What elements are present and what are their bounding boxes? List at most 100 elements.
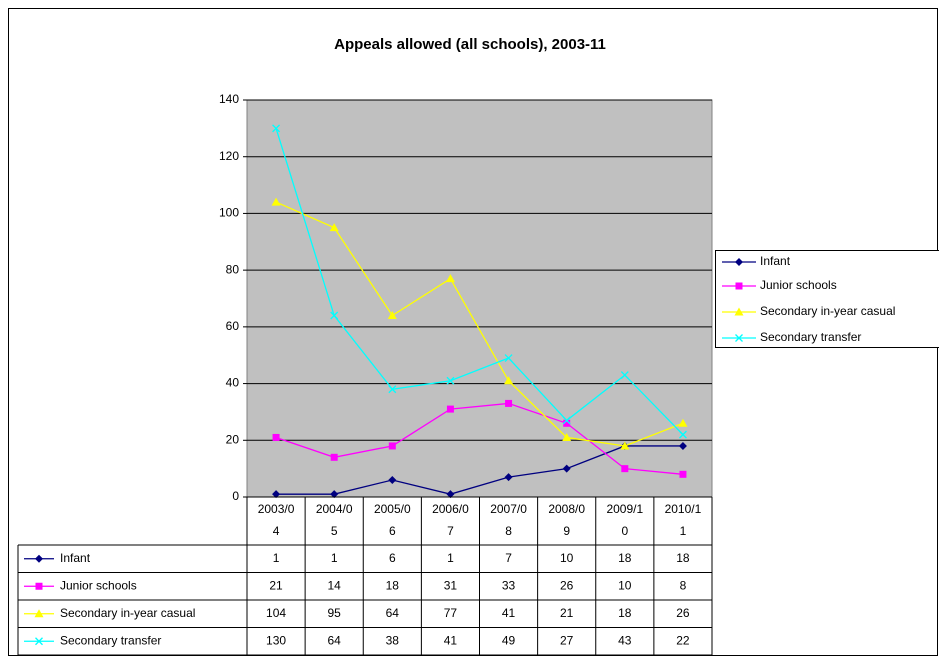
plot-area (246, 99, 713, 498)
x-tick-label: 2005/0 6 (374, 502, 411, 538)
marker (679, 470, 687, 478)
table-cell: 18 (676, 551, 690, 565)
marker (34, 609, 44, 618)
table-cell: 41 (502, 606, 516, 620)
table-cell: 8 (680, 578, 687, 592)
table-cell: 43 (618, 633, 632, 647)
table-cell: 77 (444, 606, 458, 620)
marker (446, 490, 455, 499)
marker (387, 311, 397, 320)
marker (621, 465, 629, 473)
marker (445, 274, 455, 283)
series-line (275, 201, 684, 447)
marker (271, 197, 281, 206)
marker-stroke (562, 416, 571, 425)
marker (734, 307, 744, 316)
legend-label: Junior schools (760, 278, 837, 292)
marker-stroke (620, 371, 629, 380)
table-cell: 18 (618, 606, 632, 620)
x-tick-label: 2010/1 1 (665, 502, 702, 538)
marker (446, 376, 455, 385)
marker-stroke (388, 385, 397, 394)
table-cell: 14 (328, 578, 342, 592)
legend-label: Secondary in-year casual (760, 304, 895, 318)
marker (735, 282, 743, 290)
table-cell: 38 (386, 633, 400, 647)
marker (446, 405, 454, 413)
marker (620, 371, 629, 380)
table-cell: 26 (560, 578, 574, 592)
x-tick-label: 2003/0 4 (258, 502, 295, 538)
y-tick-label: 20 (226, 432, 240, 446)
series-line (276, 445, 683, 495)
y-tick-label: 0 (232, 489, 239, 503)
table-cell: 49 (502, 633, 516, 647)
marker (330, 311, 339, 320)
y-tick-label: 120 (219, 149, 239, 163)
marker-stroke (330, 311, 339, 320)
table-cell: 95 (328, 606, 342, 620)
marker-stroke (678, 430, 687, 439)
marker-stroke (446, 376, 455, 385)
marker (735, 258, 743, 266)
marker (505, 399, 513, 407)
table-cell: 27 (560, 633, 574, 647)
table-cell: 21 (269, 578, 283, 592)
table-cell: 18 (618, 551, 632, 565)
marker (504, 473, 513, 482)
marker-stroke (504, 354, 513, 363)
table-cell: 1 (331, 551, 338, 565)
marker (504, 376, 514, 385)
table-cell: 130 (266, 633, 286, 647)
marker (678, 441, 687, 450)
y-tick-label: 60 (226, 319, 240, 333)
marker (272, 433, 280, 441)
marker-stroke (272, 124, 281, 133)
x-tick-label: 2008/0 9 (548, 502, 585, 538)
table-cell: 64 (328, 633, 342, 647)
table-cell: 10 (618, 578, 632, 592)
y-tick-label: 140 (219, 92, 239, 106)
marker (562, 464, 571, 473)
table-cell: 41 (444, 633, 458, 647)
y-tick-label: 100 (219, 206, 239, 220)
table-cell: 1 (447, 551, 454, 565)
table-cell: 6 (389, 551, 396, 565)
legend-label: Secondary transfer (760, 330, 861, 344)
legend-label: Infant (760, 254, 791, 268)
chart-title: Appeals allowed (all schools), 2003-11 (334, 36, 606, 53)
table-row-label: Infant (60, 551, 91, 565)
x-tick-label: 2009/1 0 (606, 502, 643, 538)
table-cell: 7 (505, 551, 512, 565)
series-line (275, 402, 684, 475)
marker (563, 419, 571, 427)
legend-box (715, 250, 939, 348)
marker (35, 637, 43, 646)
marker (735, 334, 743, 342)
marker (272, 124, 281, 133)
marker (272, 490, 281, 499)
table-cell: 1 (273, 551, 280, 565)
marker (35, 582, 43, 590)
y-tick-label: 80 (226, 262, 240, 276)
marker (330, 453, 338, 461)
table-cell: 33 (502, 578, 516, 592)
marker (388, 442, 396, 450)
series-line (275, 128, 684, 436)
marker (504, 354, 513, 363)
marker (388, 385, 397, 394)
marker-stroke (35, 637, 43, 646)
x-tick-label: 2007/0 8 (490, 502, 527, 538)
table-cell: 18 (386, 578, 400, 592)
table-cell: 22 (676, 633, 690, 647)
table-row-label: Secondary transfer (60, 633, 161, 647)
table-cell: 26 (676, 606, 690, 620)
marker (562, 416, 571, 425)
x-tick-label: 2004/0 5 (316, 502, 353, 538)
table-cell: 104 (266, 606, 286, 620)
table-cell: 21 (560, 606, 574, 620)
marker (620, 441, 630, 450)
table-cell: 10 (560, 551, 574, 565)
marker (562, 432, 572, 441)
